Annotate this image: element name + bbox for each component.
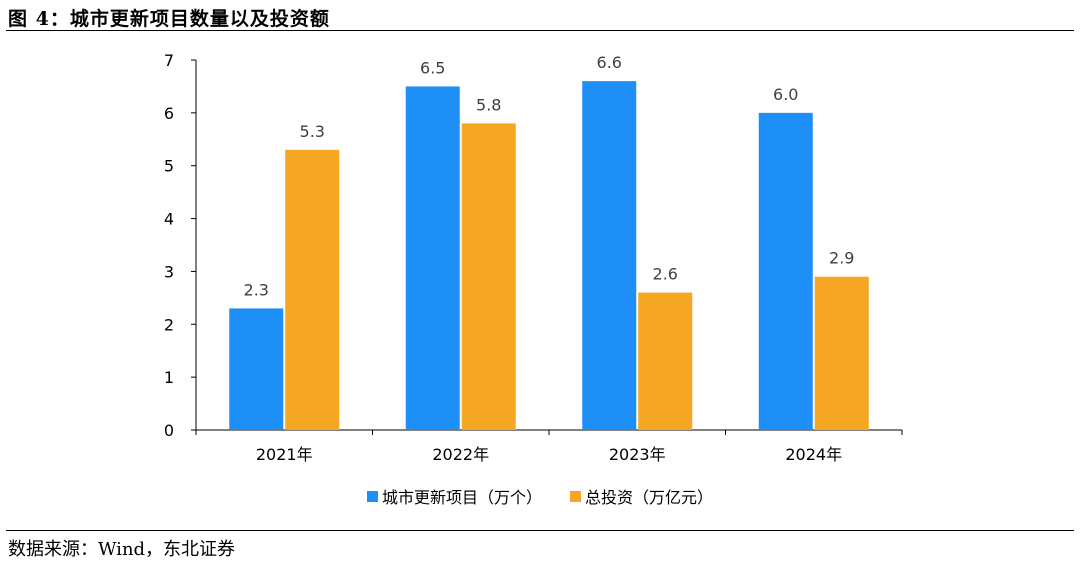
legend-item-projects: 城市更新项目（万个） (366, 484, 542, 508)
y-tick-label: 4 (164, 210, 174, 229)
data-label: 6.5 (420, 58, 445, 77)
data-label: 5.8 (476, 95, 501, 114)
y-tick-label: 6 (164, 104, 174, 123)
x-tick-label: 2022年 (432, 445, 489, 464)
legend-label-projects: 城市更新项目（万个） (381, 488, 542, 507)
bottom-rule (6, 530, 1074, 531)
chart-bars (229, 81, 869, 430)
bar-projects (405, 86, 460, 430)
bar-projects (229, 308, 284, 430)
legend-swatch-projects (366, 490, 378, 502)
bar-projects (758, 112, 813, 430)
bar-investment (638, 292, 693, 430)
data-label: 6.6 (597, 53, 622, 72)
x-tick-label: 2024年 (785, 445, 842, 464)
data-label: 2.3 (244, 280, 269, 299)
chart-axes: 0 1 2 3 4 5 6 7 2021年 2022年 2023年 2024年 (164, 51, 903, 464)
chart-labels: 2.3 5.3 6.5 5.8 6.6 2.6 6.0 2.9 (244, 53, 855, 299)
source-note: 数据来源：Wind，东北证券 (8, 539, 236, 560)
bar-chart: 0 1 2 3 4 5 6 7 2021年 2022年 2023年 2024年 2.3 5.3 6.5 5.… (164, 51, 903, 464)
x-tick-label: 2023年 (609, 445, 666, 464)
legend-swatch-investment (570, 490, 581, 502)
y-tick-label: 5 (164, 157, 174, 176)
y-tick-label: 1 (164, 368, 174, 387)
legend-label-investment: 总投资（万亿元） (585, 488, 714, 507)
data-label: 6.0 (773, 85, 798, 104)
y-tick-label: 3 (164, 262, 174, 281)
bar-investment (814, 276, 869, 430)
bar-investment (285, 149, 340, 430)
bar-investment (461, 123, 516, 430)
y-tick-label: 7 (164, 51, 174, 70)
figure-title: 图 4：城市更新项目数量以及投资额 (8, 8, 330, 30)
y-tick-label: 2 (164, 315, 174, 334)
chart-legend: 城市更新项目（万个） 总投资（万亿元） (0, 484, 1080, 508)
y-tick-label: 0 (164, 421, 174, 440)
data-label: 2.6 (653, 265, 678, 284)
data-label: 5.3 (300, 122, 325, 141)
top-rule (6, 30, 1074, 31)
data-label: 2.9 (829, 249, 854, 268)
bar-projects (582, 81, 637, 430)
legend-item-investment: 总投资（万亿元） (570, 484, 713, 508)
x-tick-label: 2021年 (256, 445, 313, 464)
